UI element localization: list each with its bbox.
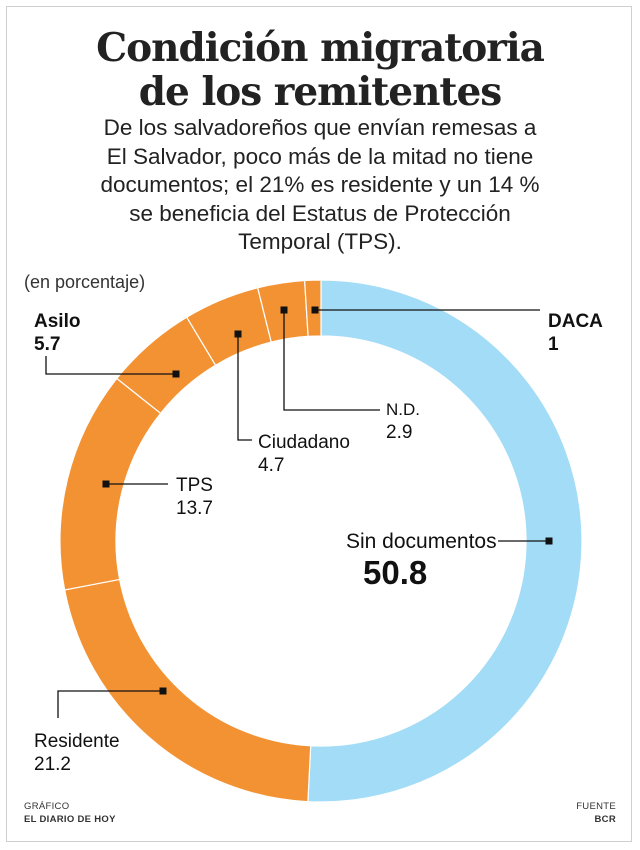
leader-marker-n-d [280,306,288,314]
leader-marker-ciudadano [234,330,242,338]
leader-marker-daca [311,306,319,314]
slice-name: TPS [176,475,213,496]
label-residente: Residente 21.2 [34,730,120,776]
leader-marker-sin-documentos [545,537,553,545]
subtitle-line: Temporal (TPS). [238,229,402,254]
source-value: BCR [594,814,616,825]
label-daca: DACA 1 [548,310,603,356]
subtitle-line: El Salvador, poco más de la mitad no tie… [106,143,534,169]
credit-label: GRÁFICO [24,801,70,812]
label-sin-documentos: Sin documentos 50.8 [346,530,497,593]
slice-value: 5.7 [34,334,61,355]
slice-value: 13.7 [176,498,213,519]
label-tps: TPS 13.7 [176,474,213,520]
source-label: FUENTE [576,801,616,812]
slice-value: 1 [548,334,559,355]
title-line-2: de los remitentes [138,69,502,115]
leader-line-residente [57,690,163,718]
label-asilo: Asilo 5.7 [34,310,80,356]
leader-line-asilo [45,356,176,375]
chart-subtitle: De los salvadoreños que envían remesas a… [95,114,545,257]
graphic-frame [6,6,632,842]
source-block: FUENTE BCR [576,800,616,826]
slice-value: 4.7 [258,455,285,476]
slice-value: 2.9 [386,422,413,443]
leader-marker-asilo [172,370,180,378]
slice-name: N.D. [386,400,420,419]
subtitle-line: De los salvadoreños que envían remesas a [103,115,537,140]
leader-line-n-d [283,310,380,411]
slice-name: Sin documentos [346,530,497,553]
slice-sin-documentos [307,279,583,803]
leader-lines [45,306,553,718]
chart-title: Condición migratoria de los remitentes [0,26,640,114]
leader-line-ciudadano [237,334,252,441]
credit-value: EL DIARIO DE HOY [24,814,116,825]
leader-marker-tps [102,480,110,488]
slice-name: Ciudadano [258,432,350,453]
slice-name: Asilo [34,311,81,332]
label-nd: N.D. 2.9 [386,398,420,444]
subtitle-line: documentos; el 21% es residente y un 14 … [100,172,540,197]
slice-name: DACA [548,311,603,332]
label-ciudadano: Ciudadano 4.7 [258,431,350,477]
slice-value: 50.8 [363,554,428,591]
slice-name: Residente [34,731,120,752]
leader-marker-residente [159,687,167,695]
slice-value: 21.2 [34,754,71,775]
title-line-1: Condición migratoria [96,25,545,71]
credit-block: GRÁFICO EL DIARIO DE HOY [24,800,116,826]
unit-label: (en porcentaje) [24,272,146,292]
subtitle-line: se beneficia del Estatus de Protección [129,200,511,226]
